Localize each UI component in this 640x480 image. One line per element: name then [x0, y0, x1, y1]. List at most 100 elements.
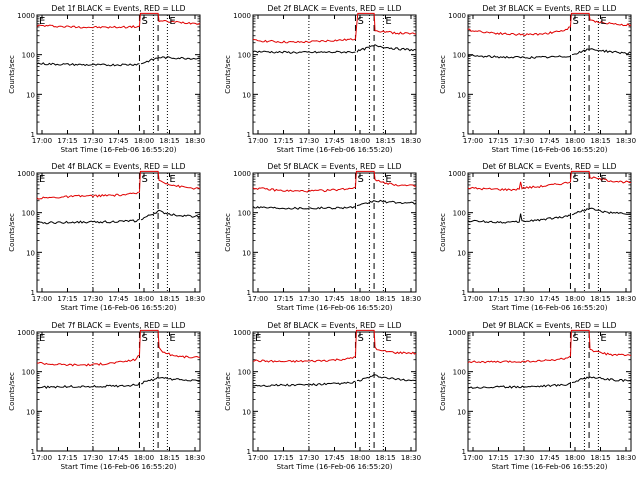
x-tick-label: 18:30 — [616, 137, 636, 145]
y-tick-label: 100 — [238, 369, 251, 377]
x-tick-label: 17:30 — [514, 454, 534, 462]
panel-title: Det 5f BLACK = Events, RED = LLD — [268, 162, 402, 171]
series-line-events — [467, 48, 632, 60]
interval-marker-s: S — [357, 174, 363, 185]
x-tick-label: 18:30 — [401, 454, 421, 462]
y-tick-label: 1 — [462, 131, 466, 139]
x-tick-label: 17:15 — [488, 295, 508, 303]
y-tick-label: 1 — [247, 289, 251, 297]
series-line-events — [467, 376, 632, 389]
x-tick-label: 17:00 — [248, 137, 268, 145]
x-tick-label: 17:30 — [299, 295, 319, 303]
plot-frame — [467, 331, 632, 452]
x-axis-label: Start Time (16-Feb-06 16:55:20) — [276, 145, 392, 154]
interval-marker-s: S — [141, 16, 147, 27]
x-tick-label: 17:30 — [83, 137, 103, 145]
x-tick-label: 17:45 — [108, 137, 128, 145]
panel-det-6: Det 6f BLACK = Events, RED = LLD 1 10 100 10… — [439, 162, 636, 312]
x-tick-label: 17:45 — [324, 454, 344, 462]
y-tick-label: 100 — [22, 369, 35, 377]
y-tick-label: 100 — [453, 52, 466, 60]
interval-marker-e: E — [39, 333, 45, 344]
y-tick-label: 10 — [242, 249, 251, 257]
interval-marker-e: E — [169, 333, 175, 344]
y-axis-label: Counts/sec — [8, 213, 16, 252]
y-axis-label: Counts/sec — [224, 213, 232, 252]
interval-marker-s: S — [572, 174, 578, 185]
x-tick-label: 17:00 — [32, 295, 52, 303]
series-line-lld — [36, 12, 201, 29]
panel-title: Det 8f BLACK = Events, RED = LLD — [268, 321, 402, 330]
x-tick-label: 17:00 — [463, 137, 483, 145]
x-tick-label: 18:00 — [565, 454, 585, 462]
y-tick-label: 1000 — [448, 12, 466, 20]
x-tick-label: 17:15 — [57, 137, 77, 145]
x-tick-label: 17:30 — [83, 295, 103, 303]
y-tick-label: 10 — [26, 91, 35, 99]
interval-marker-s: S — [357, 16, 363, 27]
plot-frame — [252, 172, 417, 293]
y-tick-label: 10 — [457, 408, 466, 416]
y-tick-label: 100 — [22, 210, 35, 218]
x-tick-label: 18:30 — [401, 295, 421, 303]
x-tick-label: 18:30 — [401, 137, 421, 145]
x-tick-label: 18:15 — [375, 295, 395, 303]
y-tick-label: 10 — [242, 91, 251, 99]
y-tick-label: 10 — [26, 249, 35, 257]
series-line-lld — [36, 329, 201, 367]
series-line-events — [36, 376, 201, 390]
x-tick-label: 18:00 — [350, 137, 370, 145]
series-line-events — [36, 209, 201, 225]
x-tick-label: 17:30 — [514, 137, 534, 145]
y-tick-label: 100 — [453, 210, 466, 218]
x-axis-label: Start Time (16-Feb-06 16:55:20) — [60, 145, 176, 154]
x-tick-label: 18:00 — [134, 454, 154, 462]
y-tick-label: 1 — [31, 131, 35, 139]
x-tick-label: 17:30 — [299, 454, 319, 462]
x-tick-label: 17:30 — [514, 295, 534, 303]
interval-marker-e: E — [385, 174, 391, 185]
series-line-events — [252, 374, 417, 388]
y-tick-label: 1000 — [17, 329, 35, 337]
x-tick-label: 17:15 — [488, 454, 508, 462]
y-axis-label: Counts/sec — [439, 372, 447, 411]
x-tick-label: 18:30 — [616, 295, 636, 303]
x-tick-label: 17:30 — [83, 454, 103, 462]
x-tick-label: 17:45 — [108, 295, 128, 303]
interval-marker-e: E — [600, 16, 606, 27]
y-tick-label: 1 — [247, 131, 251, 139]
y-tick-label: 10 — [457, 91, 466, 99]
y-tick-label: 10 — [457, 249, 466, 257]
series-line-events — [252, 199, 417, 210]
interval-marker-e: E — [385, 16, 391, 27]
x-tick-label: 18:15 — [159, 295, 179, 303]
x-axis-label: Start Time (16-Feb-06 16:55:20) — [276, 462, 392, 471]
panel-det-2: Det 2f BLACK = Events, RED = LLD 1 10 100 10… — [224, 4, 421, 154]
series-line-lld — [252, 12, 417, 44]
x-tick-label: 17:00 — [32, 454, 52, 462]
panel-title: Det 4f BLACK = Events, RED = LLD — [52, 162, 186, 171]
y-axis-label: Counts/sec — [224, 372, 232, 411]
x-tick-label: 17:45 — [108, 454, 128, 462]
panel-det-8: Det 8f BLACK = Events, RED = LLD 1 10 100 10… — [224, 321, 421, 471]
x-tick-label: 18:00 — [350, 295, 370, 303]
x-axis-label: Start Time (16-Feb-06 16:55:20) — [60, 303, 176, 312]
y-tick-label: 1000 — [448, 329, 466, 337]
panel-title: Det 9f BLACK = Events, RED = LLD — [483, 321, 617, 330]
x-tick-label: 18:30 — [185, 454, 205, 462]
x-tick-label: 17:00 — [463, 295, 483, 303]
x-tick-label: 18:15 — [375, 454, 395, 462]
panel-det-7: Det 7f BLACK = Events, RED = LLD 1 10 100 10… — [8, 321, 205, 471]
interval-marker-e: E — [600, 174, 606, 185]
panel-det-3: Det 3f BLACK = Events, RED = LLD 1 10 100 10… — [439, 4, 636, 154]
x-tick-label: 18:15 — [590, 295, 610, 303]
plot-frame — [36, 331, 201, 452]
x-tick-label: 17:15 — [273, 137, 293, 145]
x-tick-label: 18:00 — [134, 295, 154, 303]
panel-title: Det 1f BLACK = Events, RED = LLD — [52, 4, 186, 13]
x-tick-label: 17:00 — [248, 295, 268, 303]
series-line-events — [36, 56, 201, 67]
plot-frame — [252, 331, 417, 452]
interval-marker-e: E — [39, 174, 45, 185]
